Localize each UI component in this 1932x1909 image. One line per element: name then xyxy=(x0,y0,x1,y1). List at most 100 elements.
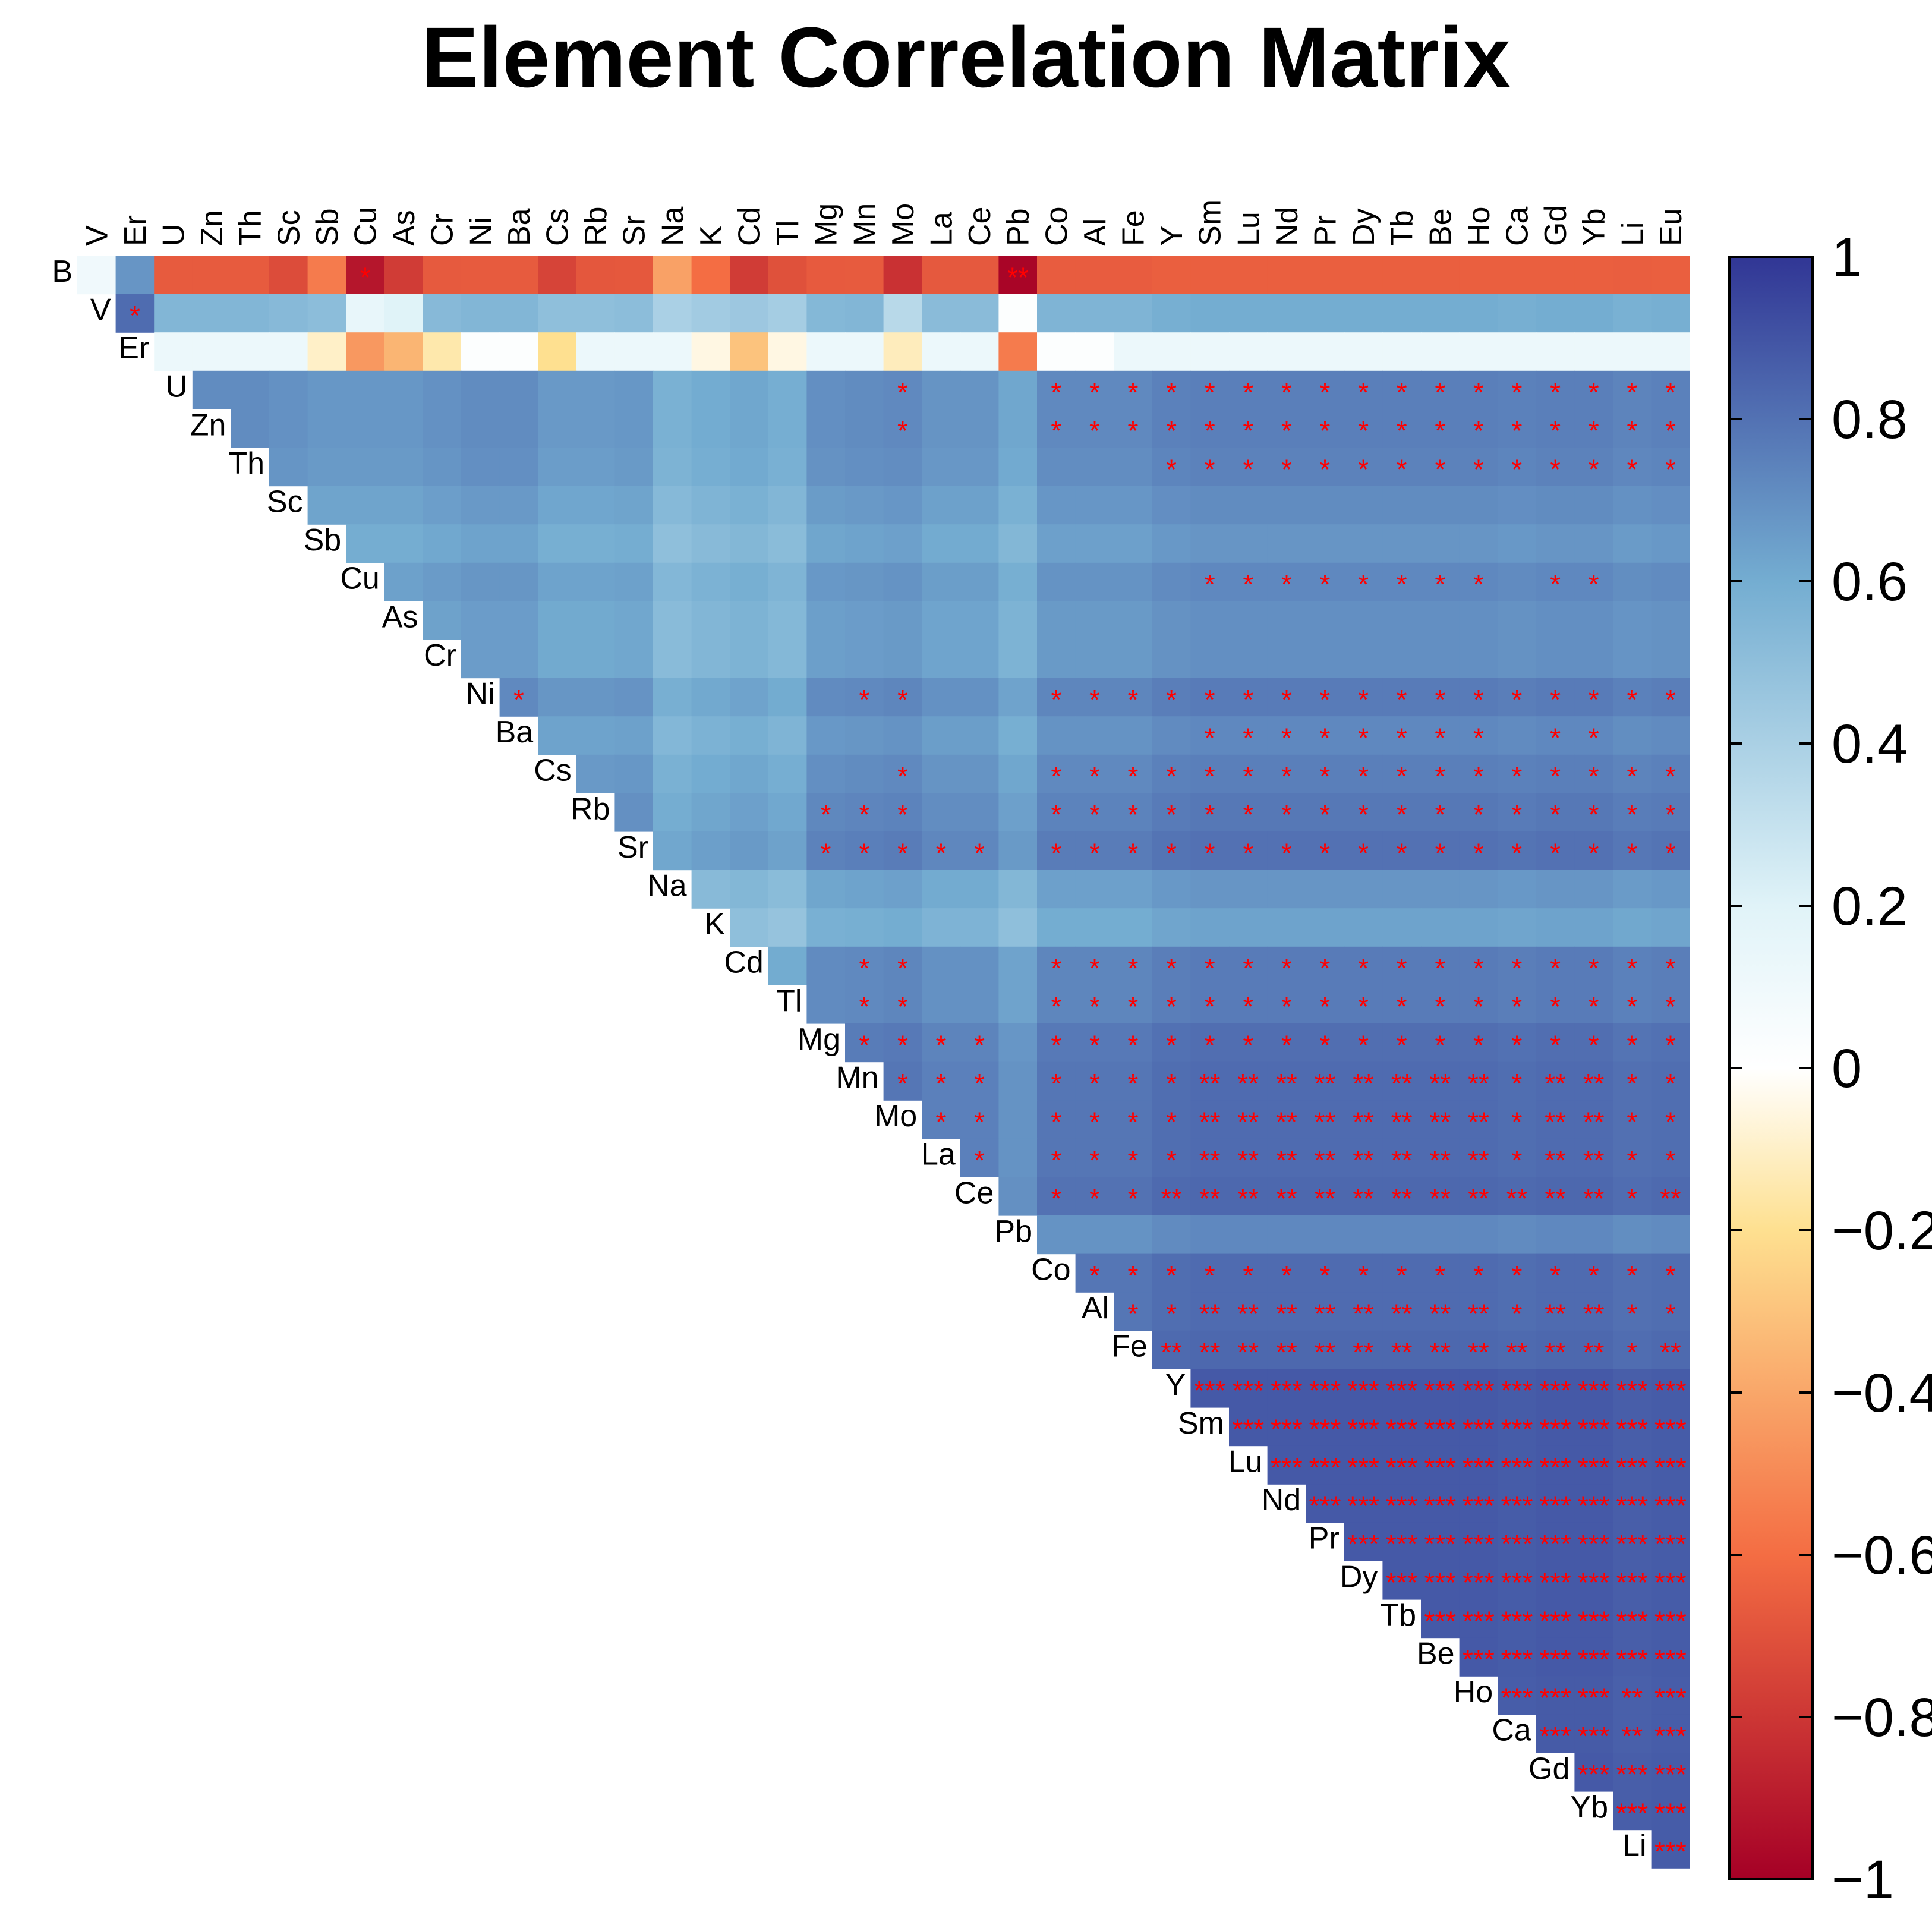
significance-marker: * xyxy=(1243,799,1253,830)
significance-marker: * xyxy=(1627,1183,1637,1214)
significance-marker: *** xyxy=(1347,1413,1379,1444)
heatmap-cell xyxy=(691,294,730,333)
column-label: Pr xyxy=(1309,215,1343,246)
heatmap-cell xyxy=(1344,1522,1383,1561)
heatmap-cell xyxy=(1613,1714,1652,1753)
heatmap-cell xyxy=(1114,256,1153,295)
heatmap-cell xyxy=(384,370,423,409)
significance-marker: *** xyxy=(1501,1413,1533,1444)
significance-marker: * xyxy=(1435,415,1445,446)
heatmap-cell xyxy=(1498,370,1537,409)
heatmap-cell xyxy=(1421,1369,1460,1408)
significance-marker: * xyxy=(1665,684,1676,715)
heatmap-cell xyxy=(1152,908,1191,947)
heatmap-cell xyxy=(883,640,922,679)
significance-marker: * xyxy=(1089,761,1100,792)
heatmap-cell xyxy=(1075,908,1114,947)
heatmap-cell xyxy=(1651,1215,1690,1255)
heatmap-cell xyxy=(730,486,769,525)
significance-marker: ** xyxy=(1315,1145,1336,1176)
row-label: Pr xyxy=(1309,1521,1340,1556)
heatmap-cell xyxy=(1574,1637,1613,1677)
heatmap-cell xyxy=(1229,1292,1268,1331)
heatmap-cell xyxy=(1114,1061,1153,1101)
significance-marker: * xyxy=(1550,953,1561,984)
heatmap-cell xyxy=(960,409,999,448)
significance-marker: * xyxy=(1550,684,1561,715)
column-label: Ho xyxy=(1462,207,1496,246)
heatmap-cell xyxy=(614,793,654,832)
significance-marker: ** xyxy=(1391,1183,1413,1214)
heatmap-cell xyxy=(1536,793,1575,832)
heatmap-cell xyxy=(1459,870,1498,909)
significance-marker: * xyxy=(1665,799,1676,830)
heatmap-cell xyxy=(1344,678,1383,717)
significance-marker: *** xyxy=(1616,1759,1648,1790)
heatmap-cell xyxy=(1075,1253,1114,1293)
heatmap-cell xyxy=(730,409,769,448)
column-label: V xyxy=(80,225,114,246)
heatmap-cell xyxy=(384,486,423,525)
significance-marker: * xyxy=(1435,1260,1445,1291)
heatmap-cell xyxy=(1382,1484,1422,1523)
heatmap-cell xyxy=(231,256,270,295)
heatmap-cell xyxy=(1152,332,1191,371)
heatmap-cell xyxy=(1613,754,1652,793)
heatmap-cell xyxy=(499,256,538,295)
significance-marker: *** xyxy=(1424,1375,1456,1406)
heatmap-cell xyxy=(1498,1369,1537,1408)
heatmap-cell xyxy=(730,870,769,909)
heatmap-cell xyxy=(1306,562,1345,601)
heatmap-cell xyxy=(1574,754,1613,793)
heatmap-cell xyxy=(1421,1599,1460,1639)
heatmap-cell xyxy=(1190,1023,1230,1063)
heatmap-cell xyxy=(1574,985,1613,1024)
significance-marker: * xyxy=(1089,1107,1100,1138)
heatmap-cell xyxy=(1421,1177,1460,1216)
heatmap-cell xyxy=(1651,754,1690,793)
heatmap-cell xyxy=(806,486,846,525)
significance-marker: * xyxy=(1166,1260,1177,1291)
row-label: Mg xyxy=(798,1022,840,1057)
column-label: Cd xyxy=(733,207,767,246)
heatmap-cell xyxy=(845,562,884,601)
heatmap-cell xyxy=(1344,1100,1383,1139)
significance-marker: *** xyxy=(1347,1491,1379,1521)
significance-marker: *** xyxy=(1616,1605,1648,1636)
significance-marker: *** xyxy=(1654,1375,1687,1406)
heatmap-cell xyxy=(77,256,116,295)
row-label: Ca xyxy=(1492,1713,1531,1748)
heatmap-cell xyxy=(1267,754,1306,793)
heatmap-cell xyxy=(1651,601,1690,640)
heatmap-cell xyxy=(1382,524,1422,563)
significance-marker: * xyxy=(897,837,908,868)
significance-marker: * xyxy=(1473,1260,1484,1291)
heatmap-cell xyxy=(1651,1791,1690,1831)
heatmap-cell xyxy=(1306,601,1345,640)
significance-marker: ** xyxy=(1315,1068,1336,1099)
significance-marker: * xyxy=(1089,684,1100,715)
row-label: Na xyxy=(647,869,687,903)
significance-marker: ** xyxy=(1315,1107,1336,1138)
heatmap-cell xyxy=(1613,1177,1652,1216)
heatmap-cell xyxy=(423,524,462,563)
heatmap-cell xyxy=(1613,448,1652,487)
significance-marker: * xyxy=(1205,1029,1215,1060)
significance-marker: * xyxy=(1320,569,1331,600)
heatmap-cell xyxy=(1536,256,1575,295)
heatmap-cell xyxy=(960,678,999,717)
significance-marker: *** xyxy=(1463,1605,1495,1636)
row-label: V xyxy=(90,293,111,327)
heatmap-cell xyxy=(576,448,615,487)
row-label: Dy xyxy=(1340,1560,1378,1594)
heatmap-cell xyxy=(1421,678,1460,717)
heatmap-cell xyxy=(845,409,884,448)
significance-marker: * xyxy=(1589,723,1599,754)
significance-marker: ** xyxy=(1237,1107,1259,1138)
heatmap-cell xyxy=(1651,1369,1690,1408)
significance-marker: * xyxy=(1627,415,1637,446)
heatmap-cell xyxy=(1190,870,1230,909)
row-label: Mn xyxy=(836,1061,878,1095)
heatmap-cell xyxy=(1152,448,1191,487)
significance-marker: *** xyxy=(1616,1375,1648,1406)
